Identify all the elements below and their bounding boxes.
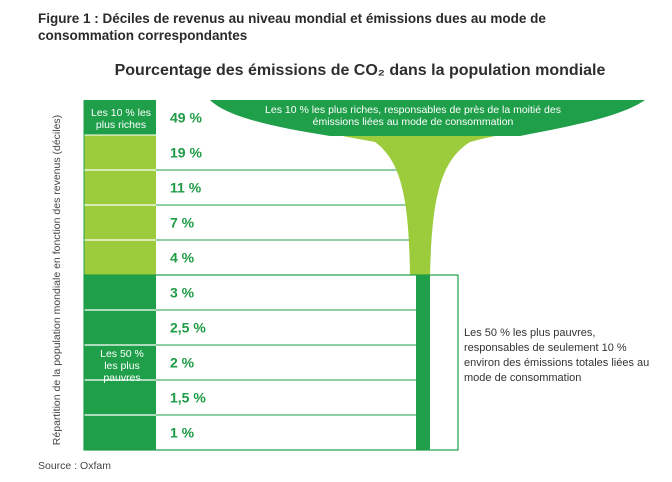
pct-label-d6: 4 %: [170, 250, 195, 266]
pct-label-d4: 2,5 %: [170, 320, 206, 336]
pct-label-d5: 3 %: [170, 285, 195, 301]
decile-cell-d3: [84, 345, 156, 380]
pct-label-d3: 2 %: [170, 355, 195, 371]
poor-group-label: Les 50 % les plus pauvres: [100, 348, 144, 384]
funnel-top-band: [210, 100, 645, 136]
pct-label-d2: 1,5 %: [170, 390, 206, 406]
decile-cell-d6: [84, 240, 156, 275]
funnel-stem: [416, 275, 430, 450]
rich-group-label: Les 10 % les plus riches: [90, 107, 152, 131]
decile-cell-d4: [84, 310, 156, 345]
poor-annotation: Les 50 % les plus pauvres, responsables …: [464, 327, 650, 384]
decile-cell-d5: [84, 275, 156, 310]
pct-label-d8: 11 %: [170, 180, 202, 196]
pct-label-d10: 49 %: [170, 110, 202, 126]
funnel-bell: [215, 100, 640, 275]
figure-title: Figure 1 : Déciles de revenus au niveau …: [38, 11, 546, 43]
decile-cell-d7: [84, 205, 156, 240]
decile-cell-d2: [84, 380, 156, 415]
decile-cell-d1: [84, 415, 156, 450]
pct-label-d9: 19 %: [170, 145, 202, 161]
chart-title: Pourcentage des émissions de CO₂ dans la…: [114, 62, 606, 79]
rich-annotation: Les 10 % les plus riches, responsables d…: [265, 104, 561, 128]
poor-outline: [83, 274, 459, 451]
pct-label-d1: 1 %: [170, 425, 195, 441]
emissions-funnel: [83, 100, 645, 451]
pct-label-d7: 7 %: [170, 215, 195, 231]
source-note: Source : Oxfam: [38, 460, 111, 472]
percentage-labels: 49 % 19 % 11 % 7 % 4 % 3 % 2,5 % 2 % 1,5 % 1 %: [170, 110, 206, 441]
decile-cell-d8: [84, 170, 156, 205]
decile-cell-d9: [84, 135, 156, 170]
decile-bands: [83, 100, 430, 450]
decile-cell-d10: [84, 100, 156, 135]
